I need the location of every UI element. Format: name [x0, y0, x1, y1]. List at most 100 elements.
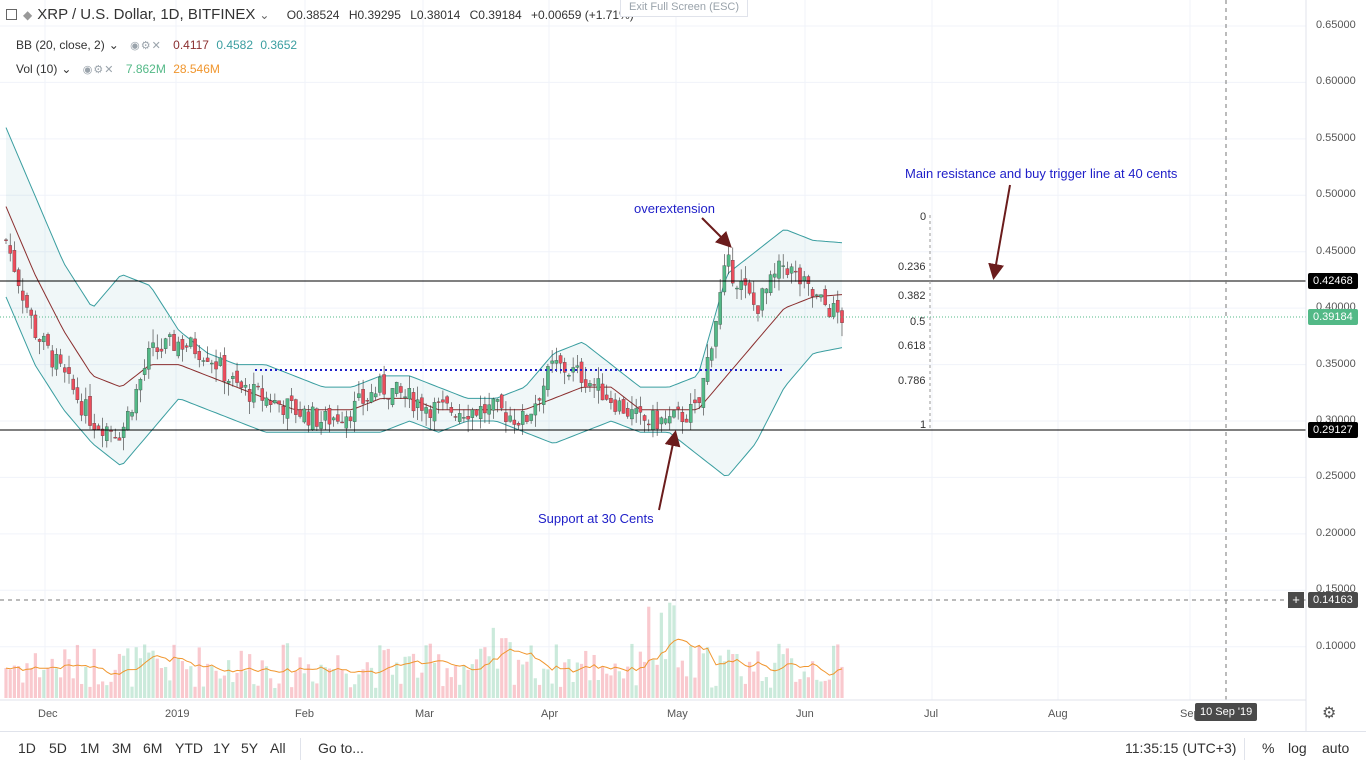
timeframe-1d[interactable]: 1D	[18, 740, 36, 756]
candle-body	[243, 384, 248, 388]
candle-body	[554, 360, 559, 364]
chevron-down-icon[interactable]: ⌄	[259, 8, 270, 22]
price-tick-label: 0.50000	[1316, 188, 1356, 201]
volume-bar	[836, 644, 840, 698]
visibility-icon[interactable]: ◉	[82, 64, 94, 76]
volume-bar	[311, 681, 315, 698]
candle-body	[726, 254, 731, 267]
candle-body	[432, 402, 437, 422]
settings-icon[interactable]: ⚙	[93, 64, 105, 76]
settings-icon[interactable]: ⚙	[140, 40, 152, 52]
candle-body	[520, 410, 525, 425]
percent-toggle[interactable]: %	[1262, 740, 1275, 756]
gear-icon[interactable]: ⚙	[1322, 705, 1337, 722]
candle-body	[684, 418, 689, 423]
volume-bar	[273, 687, 277, 698]
volume-bar	[479, 648, 483, 698]
candle-body	[546, 366, 550, 390]
candle-body	[533, 403, 538, 416]
resistance-arrow[interactable]	[988, 184, 1011, 280]
candle-body	[415, 399, 420, 409]
bb-label[interactable]: BB (20, close, 2)	[16, 38, 105, 52]
volume-bar	[512, 684, 516, 698]
chevron-down-icon[interactable]: ⌄	[61, 62, 72, 76]
volume-bar	[298, 657, 302, 698]
support-annotation[interactable]: Support at 30 Cents	[538, 511, 654, 526]
indicator-buttons[interactable]: ◉⚙✕	[83, 63, 115, 76]
candle-body	[647, 423, 651, 426]
remove-icon[interactable]: ✕	[151, 40, 162, 52]
volume-bar	[147, 652, 151, 698]
volume-bar	[567, 659, 571, 698]
remove-icon[interactable]: ✕	[104, 64, 115, 76]
timeframe-1y[interactable]: 1Y	[213, 740, 231, 756]
volume-bar	[768, 687, 773, 698]
goto-button[interactable]: Go to...	[318, 740, 364, 756]
candle-body	[806, 276, 811, 284]
candle-body	[638, 406, 643, 413]
vol-label[interactable]: Vol (10)	[16, 62, 58, 76]
price-chart[interactable]	[0, 0, 1366, 731]
volume-bar	[542, 668, 546, 698]
candle-body	[411, 392, 416, 412]
candle-body	[348, 416, 353, 422]
indicator-buttons[interactable]: ◉⚙✕	[130, 39, 162, 52]
crosshair-price-pill: 0.14163	[1308, 592, 1358, 608]
candle-body	[168, 334, 172, 337]
candle-body	[550, 360, 554, 364]
candle-body	[781, 265, 785, 267]
candle-body	[668, 416, 672, 424]
volume-bar	[88, 686, 92, 698]
timeframe-3m[interactable]: 3M	[112, 740, 132, 756]
fib-level-05: 0.5	[910, 316, 926, 328]
exit-fullscreen-tooltip[interactable]: Exit Full Screen (ESC)	[620, 0, 749, 17]
volume-bar	[33, 653, 38, 698]
resistance-annotation[interactable]: Main resistance and buy trigger line at …	[905, 166, 1178, 181]
volume-bar	[840, 666, 844, 698]
volume-bar	[672, 605, 676, 698]
timeframe-5d[interactable]: 5D	[49, 740, 67, 756]
candle-body	[121, 426, 126, 438]
timeframe-1m[interactable]: 1M	[80, 740, 100, 756]
candle-body	[323, 411, 328, 421]
time-label-jul: Jul	[924, 708, 939, 720]
symbol-legend[interactable]: ◆ XRP / U.S. Dollar, 1D, BITFINEX ⌄ O0.385…	[6, 6, 634, 23]
bb-legend[interactable]: BB (20, close, 2) ⌄ ◉⚙✕ 0.4117 0.4582 0.3…	[6, 38, 297, 52]
overextension-annotation[interactable]: overextension	[634, 201, 715, 216]
candle-body	[105, 426, 109, 441]
candle-body	[21, 290, 25, 301]
volume-bar	[693, 677, 697, 698]
volume-bar	[332, 669, 336, 698]
candle-body	[289, 395, 294, 401]
timeframe-5y[interactable]: 5Y	[241, 740, 259, 756]
volume-bar	[689, 645, 693, 698]
support-arrow[interactable]	[658, 430, 681, 511]
add-alert-icon[interactable]: +	[1288, 592, 1304, 608]
candle-body	[239, 381, 244, 388]
timeframe-ytd[interactable]: YTD	[175, 740, 203, 756]
volume-bar	[508, 642, 512, 698]
collapse-icon[interactable]	[6, 9, 17, 20]
candle-body	[273, 400, 277, 404]
volume-bar	[294, 671, 298, 698]
candle-body	[777, 260, 781, 279]
volume-bar	[130, 686, 134, 698]
auto-toggle[interactable]: auto	[1322, 740, 1350, 756]
bb-lower-value: 0.3652	[260, 38, 298, 52]
symbol-title[interactable]: XRP / U.S. Dollar, 1D, BITFINEX	[37, 6, 256, 23]
volume-bar	[164, 666, 168, 698]
timeframe-6m[interactable]: 6M	[143, 740, 163, 756]
bollinger-upper-line	[5, 127, 843, 399]
vol-value: 7.862M	[125, 62, 166, 76]
clock[interactable]: 11:35:15 (UTC+3)	[1125, 740, 1237, 756]
price-tick-label: 0.60000	[1316, 75, 1356, 88]
log-toggle[interactable]: log	[1288, 740, 1307, 756]
timeframe-all[interactable]: All	[270, 740, 286, 756]
overextension-arrow[interactable]	[701, 217, 732, 248]
visibility-icon[interactable]: ◉	[130, 40, 141, 52]
volume-bar	[647, 606, 651, 698]
vol-legend[interactable]: Vol (10) ⌄ ◉⚙✕ 7.862M 28.546M	[6, 62, 220, 76]
chevron-down-icon[interactable]: ⌄	[108, 38, 119, 52]
volume-bar	[554, 644, 558, 698]
candle-body	[613, 399, 617, 412]
